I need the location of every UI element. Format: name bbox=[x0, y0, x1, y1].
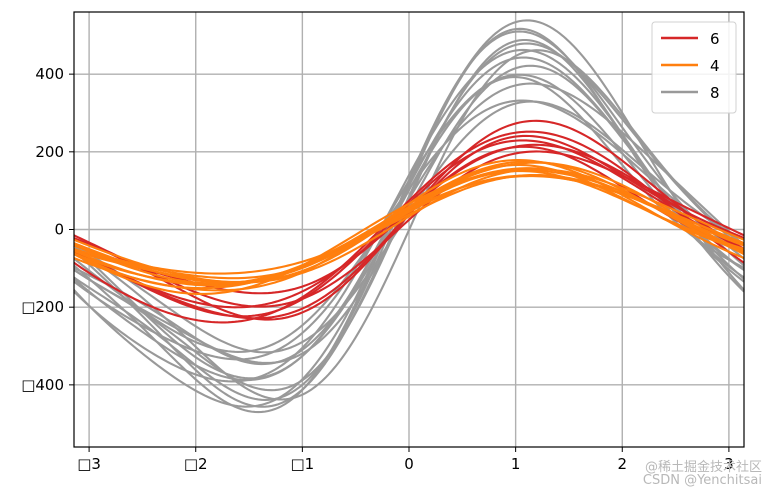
series-curves bbox=[73, 19, 745, 414]
x-tick-label-3: 0 bbox=[404, 455, 414, 473]
curve-8-9 bbox=[73, 82, 745, 380]
watermark: @稀土掘金技术社区 CSDN @Yenchitsai bbox=[643, 459, 762, 488]
curve-4-8 bbox=[73, 169, 745, 280]
curve-8-12 bbox=[73, 99, 745, 353]
curve-4-6 bbox=[73, 169, 745, 295]
y-tick-label-3: 200 bbox=[35, 143, 64, 161]
legend-label-4: 4 bbox=[710, 57, 720, 75]
y-tick-label-0: □400 bbox=[21, 376, 64, 394]
legend: 6 4 8 bbox=[651, 21, 737, 114]
x-tick-label-5: 2 bbox=[617, 455, 627, 473]
y-tick-label-1: □200 bbox=[21, 298, 64, 316]
x-tick-label-6: 3 bbox=[724, 455, 734, 473]
curve-8-13 bbox=[73, 48, 745, 383]
curve-6-4 bbox=[73, 130, 745, 324]
x-tick-label-0: □3 bbox=[77, 455, 101, 473]
curve-4-9 bbox=[73, 161, 745, 290]
y-axis-ticks: □400 □200 0 200 400 bbox=[21, 65, 74, 394]
legend-label-6: 6 bbox=[710, 30, 720, 48]
x-tick-label-1: □2 bbox=[184, 455, 208, 473]
x-axis-ticks: □3 □2 □1 0 1 2 3 bbox=[77, 447, 734, 473]
legend-label-8: 8 bbox=[710, 84, 720, 102]
series-4 bbox=[73, 159, 745, 295]
watermark-line1: @稀土掘金技术社区 bbox=[645, 459, 762, 475]
watermark-line2: CSDN @Yenchitsai bbox=[643, 473, 762, 488]
curve-4-10 bbox=[73, 174, 745, 284]
x-tick-label-2: □1 bbox=[291, 455, 315, 473]
legend-box bbox=[651, 21, 737, 114]
x-tick-label-4: 1 bbox=[511, 455, 521, 473]
curve-4-7 bbox=[73, 168, 745, 284]
curve-8-11 bbox=[73, 73, 745, 361]
y-tick-label-4: 400 bbox=[35, 65, 64, 83]
y-tick-label-2: 0 bbox=[54, 221, 64, 239]
